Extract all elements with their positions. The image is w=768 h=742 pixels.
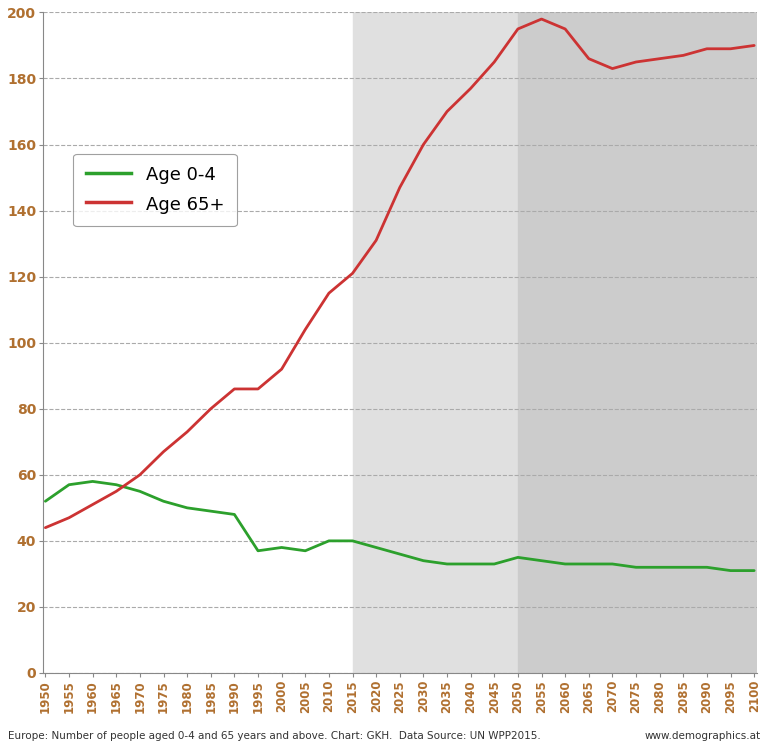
Text: www.demographics.at: www.demographics.at	[644, 731, 760, 741]
Bar	[518, 13, 763, 673]
Bar	[353, 13, 763, 673]
Text: Europe: Number of people aged 0-4 and 65 years and above. Chart: GKH.  Data Sour: Europe: Number of people aged 0-4 and 65…	[8, 731, 541, 741]
Legend: Age 0-4, Age 65+: Age 0-4, Age 65+	[74, 154, 237, 226]
